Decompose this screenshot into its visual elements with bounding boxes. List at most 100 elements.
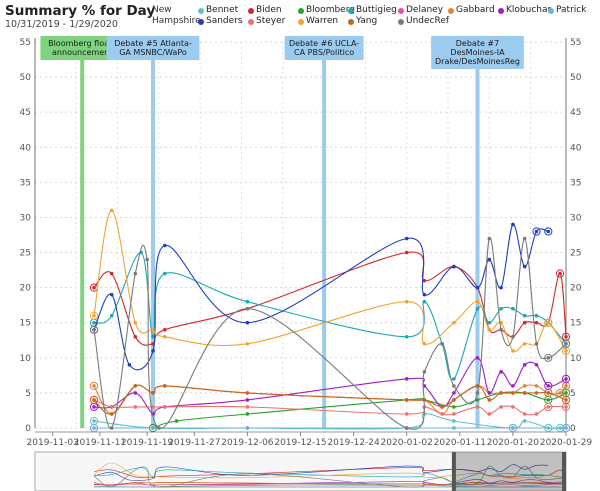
data-point-steyer [440, 412, 444, 416]
data-point-buttigieg [499, 306, 503, 311]
legend-item-buttigieg[interactable]: Buttigieg [348, 5, 398, 16]
x-tick-label: 2020-01-02 [381, 438, 433, 448]
legend-item-patrick[interactable]: Patrick [548, 5, 598, 16]
legend-swatch [398, 18, 404, 25]
x-tick-label: 2019-12-15 [274, 438, 326, 448]
data-point-steyer [151, 405, 155, 409]
event-box [284, 36, 364, 60]
data-point-warren [245, 341, 250, 346]
series-line-yang [93, 384, 567, 415]
legend-label: Bloomberg [306, 5, 355, 15]
data-point-buttigieg [534, 313, 539, 318]
data-point-sanders [487, 257, 492, 262]
x-tick-label: 2020-01-11 [434, 438, 486, 448]
data-point-klobuchar [564, 377, 568, 381]
legend-item-warren[interactable]: Warren [298, 16, 348, 27]
navigator-handle-right[interactable] [562, 452, 566, 491]
data-point-bloomberg [546, 398, 551, 402]
legend-item-yang[interactable]: Yang [348, 16, 398, 27]
navigator-selection[interactable] [453, 452, 566, 491]
data-point-sanders [511, 222, 515, 227]
data-point-ring-gabbard [556, 388, 565, 398]
y-tick-label-right: 20 [570, 284, 582, 294]
navigator-handle-left[interactable] [451, 452, 456, 491]
data-point-yang [452, 398, 456, 402]
data-point-klobuchar [522, 363, 527, 367]
data-point-bloomberg [174, 419, 179, 423]
legend-label: Patrick [556, 5, 587, 15]
data-point-buttigieg [404, 334, 409, 339]
data-point-buttigieg [487, 320, 492, 325]
data-point-gabbard [564, 384, 568, 388]
legend-item-delaney[interactable]: Delaney [398, 5, 448, 16]
data-point-patrick [452, 426, 456, 430]
legend-label: Bennet [206, 5, 239, 15]
chart-title: Summary % for Day [5, 3, 156, 19]
data-point-biden [92, 285, 96, 290]
legend-label: Warren [306, 16, 339, 26]
data-point-yang [487, 398, 492, 402]
event-box [106, 36, 200, 60]
data-point-gabbard [92, 384, 96, 388]
data-point-biden [109, 271, 114, 276]
legend-item-undecref[interactable]: UndecRef [398, 16, 450, 27]
x-tick-label: 2019-11-03 [27, 438, 79, 448]
x-tick-label: 2019-11-27 [168, 438, 220, 448]
legend-label: Yang [356, 16, 378, 26]
legend-swatch [298, 7, 304, 14]
legend-item-biden[interactable]: Biden [248, 5, 298, 16]
data-point-steyer [546, 405, 551, 409]
data-point-undecref [475, 391, 480, 395]
data-point-warren [564, 349, 568, 353]
data-point-klobuchar [546, 384, 551, 388]
legend-label: UndecRef [406, 16, 450, 26]
legend-item-sanders[interactable]: Sanders [198, 16, 248, 27]
event-box [40, 36, 124, 60]
data-point-yang [499, 391, 503, 395]
data-point-yang [163, 384, 167, 388]
y-tick-label-right: 45 [570, 108, 581, 118]
data-point-klobuchar [133, 391, 138, 395]
data-point-ring-steyer [544, 402, 553, 412]
data-point-sanders [499, 285, 503, 290]
legend-item-gabbard[interactable]: Gabbard [448, 5, 498, 16]
data-point-steyer [452, 412, 456, 416]
legend-swatch [248, 18, 254, 25]
y-tick-label-left: 10 [20, 354, 32, 364]
data-point-undecref [109, 426, 114, 430]
data-point-undecref [245, 306, 250, 311]
data-point-patrick [151, 426, 155, 430]
data-point-ring-gabbard [89, 381, 99, 390]
data-point-patrick [511, 426, 515, 430]
y-tick-label-left: 15 [20, 319, 31, 329]
data-point-klobuchar [475, 356, 480, 360]
data-point-buttigieg [452, 377, 456, 381]
data-point-klobuchar [404, 377, 409, 381]
legend-swatch [498, 7, 504, 14]
data-point-biden [163, 327, 167, 332]
data-point-yang [546, 391, 551, 395]
data-point-klobuchar [499, 370, 503, 374]
data-point-sanders [452, 264, 456, 269]
range-navigator[interactable] [34, 451, 567, 491]
data-point-undecref [499, 327, 503, 332]
legend-item-klobuchar[interactable]: Klobuchar [498, 5, 551, 16]
y-tick-label-left: 50 [20, 73, 32, 83]
data-point-warren [163, 334, 167, 339]
data-point-bennet [92, 419, 96, 423]
data-point-yang [511, 391, 515, 395]
y-tick-label-right: 35 [570, 178, 581, 188]
legend-item-bennet[interactable]: Bennet [198, 5, 248, 16]
data-point-undecref [564, 341, 568, 346]
data-point-warren [511, 349, 515, 353]
x-tick-label: 2020-01-20 [487, 438, 540, 448]
data-point-steyer [487, 412, 492, 416]
date-range-label: 10/31/2019 - 1/29/2020 [5, 19, 118, 30]
data-point-bennet [452, 419, 456, 423]
y-tick-label-right: 40 [570, 143, 582, 153]
navigator-series [93, 482, 567, 486]
legend-item-bloomberg[interactable]: Bloomberg [298, 5, 355, 16]
legend-item-steyer[interactable]: Steyer [248, 16, 298, 27]
